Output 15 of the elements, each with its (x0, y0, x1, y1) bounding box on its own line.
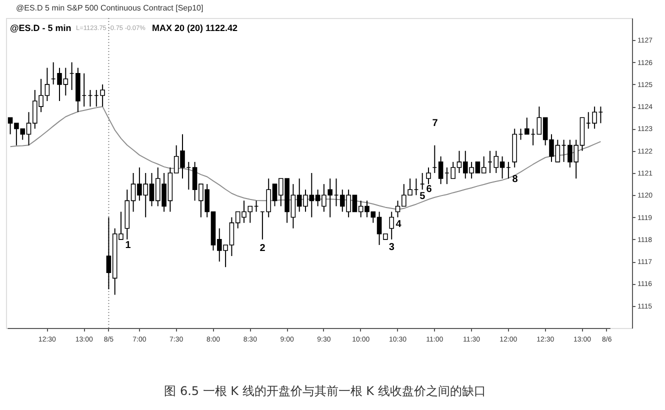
caption: 图 6.5 一根 K 线的开盘价与其前一根 K 线收盘价之间的缺口 (164, 384, 486, 398)
annotation: 2 (260, 243, 266, 254)
annotation: 7 (432, 118, 438, 129)
candlestick (426, 166, 431, 185)
candlestick (389, 211, 394, 240)
annotation: 5 (420, 191, 426, 202)
candlestick (438, 156, 444, 185)
annotation: MAX 20 (20) 1122.42 (152, 23, 238, 33)
text: @ES.D - 5 min (10, 23, 72, 33)
annotation: 8 (512, 174, 518, 185)
annotation: 6 (426, 184, 432, 195)
annotation: 1 (125, 240, 132, 251)
annotation: 3 (388, 242, 395, 253)
annotation: 4 (396, 219, 402, 230)
chart-title: @ES.D 5 min S&P 500 Continuous Contract [Sep10] (16, 4, 204, 12)
